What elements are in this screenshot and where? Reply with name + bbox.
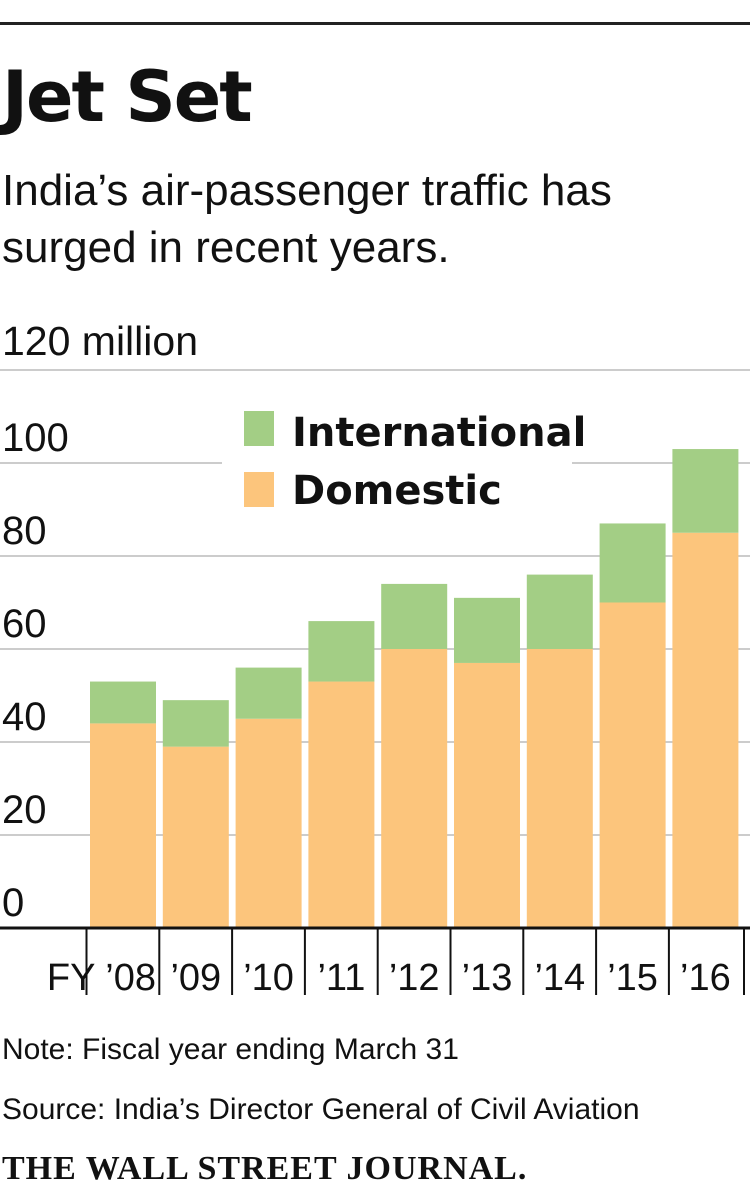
x-tick-label: ’12 bbox=[389, 957, 440, 999]
bar-international bbox=[162, 700, 229, 747]
bar-international bbox=[90, 681, 156, 724]
legend-swatch-international bbox=[244, 411, 274, 446]
y-tick-label-top: 120 million bbox=[2, 318, 198, 364]
legend-label-international: International bbox=[292, 410, 586, 456]
bar-domestic bbox=[308, 681, 375, 928]
y-tick-label: 20 bbox=[2, 788, 47, 832]
y-tick-label: 40 bbox=[2, 695, 47, 739]
bar-domestic bbox=[235, 718, 302, 928]
bar-domestic bbox=[381, 649, 448, 928]
bar-international bbox=[308, 621, 375, 682]
y-tick-label: 80 bbox=[2, 509, 47, 553]
legend-swatch-domestic bbox=[244, 472, 274, 507]
bar-international bbox=[599, 523, 666, 603]
bar-international bbox=[672, 449, 739, 533]
bar-domestic bbox=[526, 649, 593, 928]
bar-domestic bbox=[162, 746, 229, 928]
bar-domestic bbox=[599, 602, 666, 928]
legend-background bbox=[222, 395, 572, 525]
chart-title: Jet Set bbox=[2, 56, 253, 138]
x-tick-label: ’11 bbox=[317, 957, 365, 999]
source-note: Source: India’s Director General of Civi… bbox=[2, 1093, 640, 1126]
y-tick-label: 60 bbox=[2, 602, 47, 646]
x-tick-label: ’13 bbox=[462, 957, 513, 999]
bar-international bbox=[381, 583, 448, 649]
x-tick-label: ’14 bbox=[534, 957, 585, 999]
chart-subtitle: India’s air-passenger traffic has surged… bbox=[2, 166, 612, 272]
top-rule bbox=[0, 22, 750, 25]
x-tick-label: ’09 bbox=[170, 957, 221, 999]
legend-label-domestic: Domestic bbox=[292, 468, 502, 514]
bar-international bbox=[235, 667, 302, 719]
bar-international bbox=[526, 574, 593, 649]
footnote: Note: Fiscal year ending March 31 bbox=[2, 1033, 459, 1066]
bar-domestic bbox=[90, 723, 156, 928]
x-tick-label: FY ’08 bbox=[47, 957, 156, 999]
x-tick-label: ’15 bbox=[607, 957, 658, 999]
bar-domestic bbox=[672, 532, 739, 928]
x-tick-label: ’10 bbox=[243, 957, 294, 999]
publisher-logo: THE WALL STREET JOURNAL. bbox=[2, 1150, 528, 1187]
y-tick-label: 100 bbox=[2, 416, 69, 460]
y-tick-label: 0 bbox=[2, 881, 24, 925]
bar-domestic bbox=[454, 662, 520, 928]
bar-international bbox=[454, 597, 520, 663]
x-tick-label: ’16 bbox=[680, 957, 731, 999]
